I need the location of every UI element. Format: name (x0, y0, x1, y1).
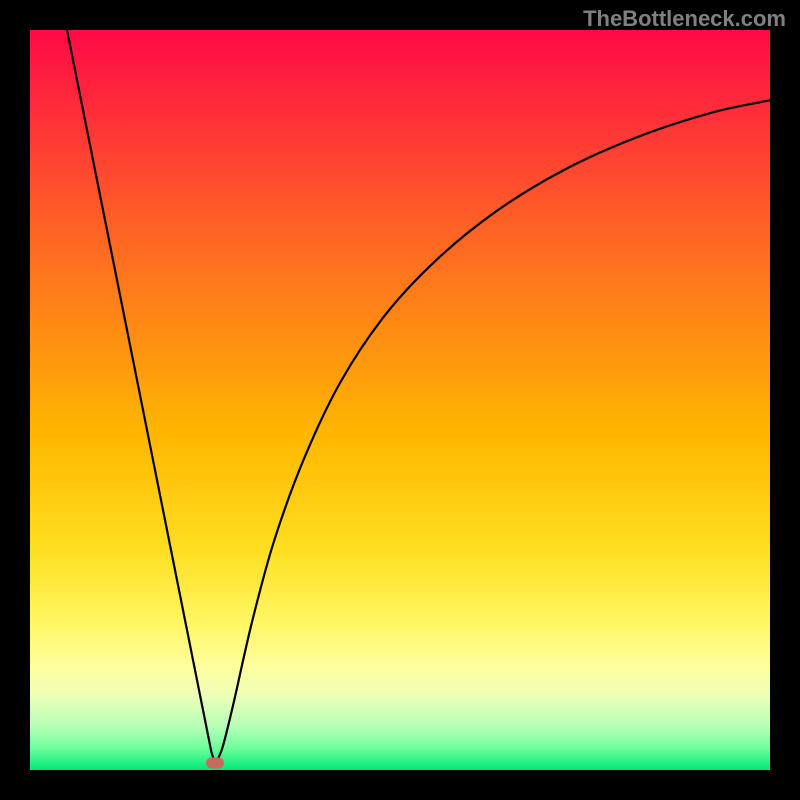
plot-area (30, 30, 770, 770)
chart-frame: TheBottleneck.com (0, 0, 800, 800)
bottleneck-curve (30, 30, 770, 770)
watermark-text: TheBottleneck.com (583, 6, 786, 32)
minimum-marker (206, 757, 224, 768)
